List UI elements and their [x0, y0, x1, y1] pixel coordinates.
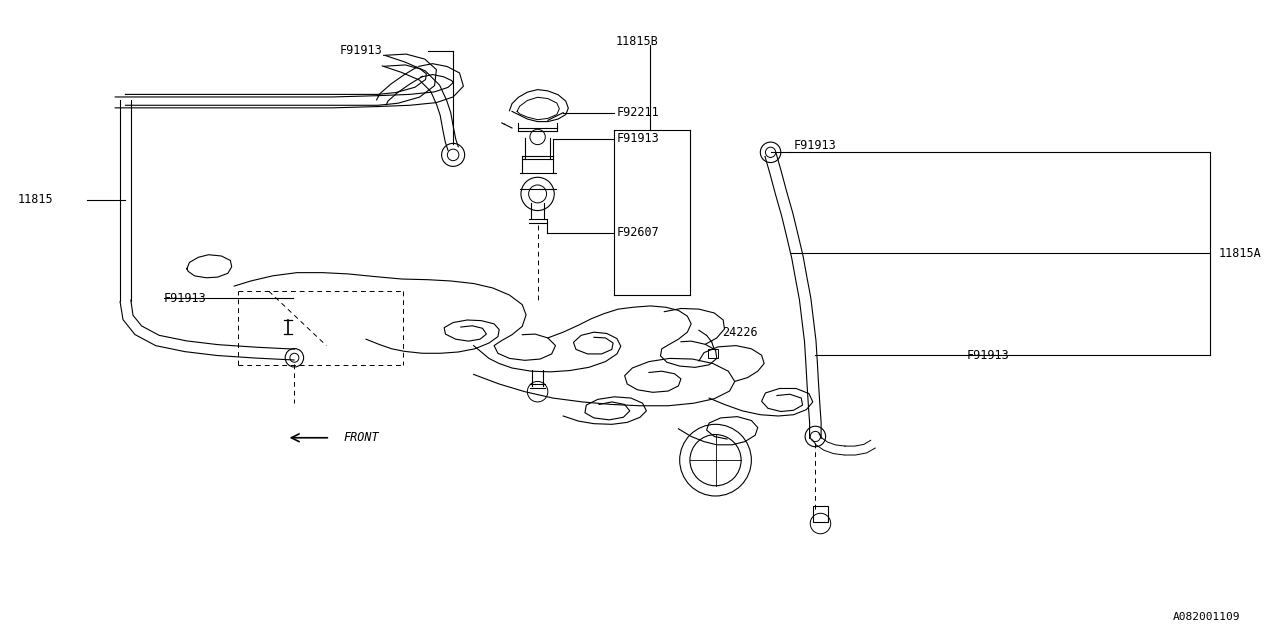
Text: 11815B: 11815B	[616, 35, 658, 48]
Text: A082001109: A082001109	[1172, 612, 1240, 622]
Text: F91913: F91913	[794, 140, 836, 152]
Text: F91913: F91913	[966, 349, 1009, 362]
Bar	[708, 349, 718, 358]
Text: 11815A: 11815A	[1219, 247, 1261, 260]
Text: F92607: F92607	[617, 227, 659, 239]
Text: FRONT: FRONT	[343, 431, 379, 444]
Bar	[813, 506, 828, 522]
Text: 24226: 24226	[722, 326, 758, 339]
Text: F91913: F91913	[164, 292, 206, 305]
Text: F91913: F91913	[339, 44, 381, 57]
Text: F91913: F91913	[617, 132, 659, 145]
Text: F92211: F92211	[617, 106, 659, 119]
Text: 11815: 11815	[18, 193, 54, 206]
